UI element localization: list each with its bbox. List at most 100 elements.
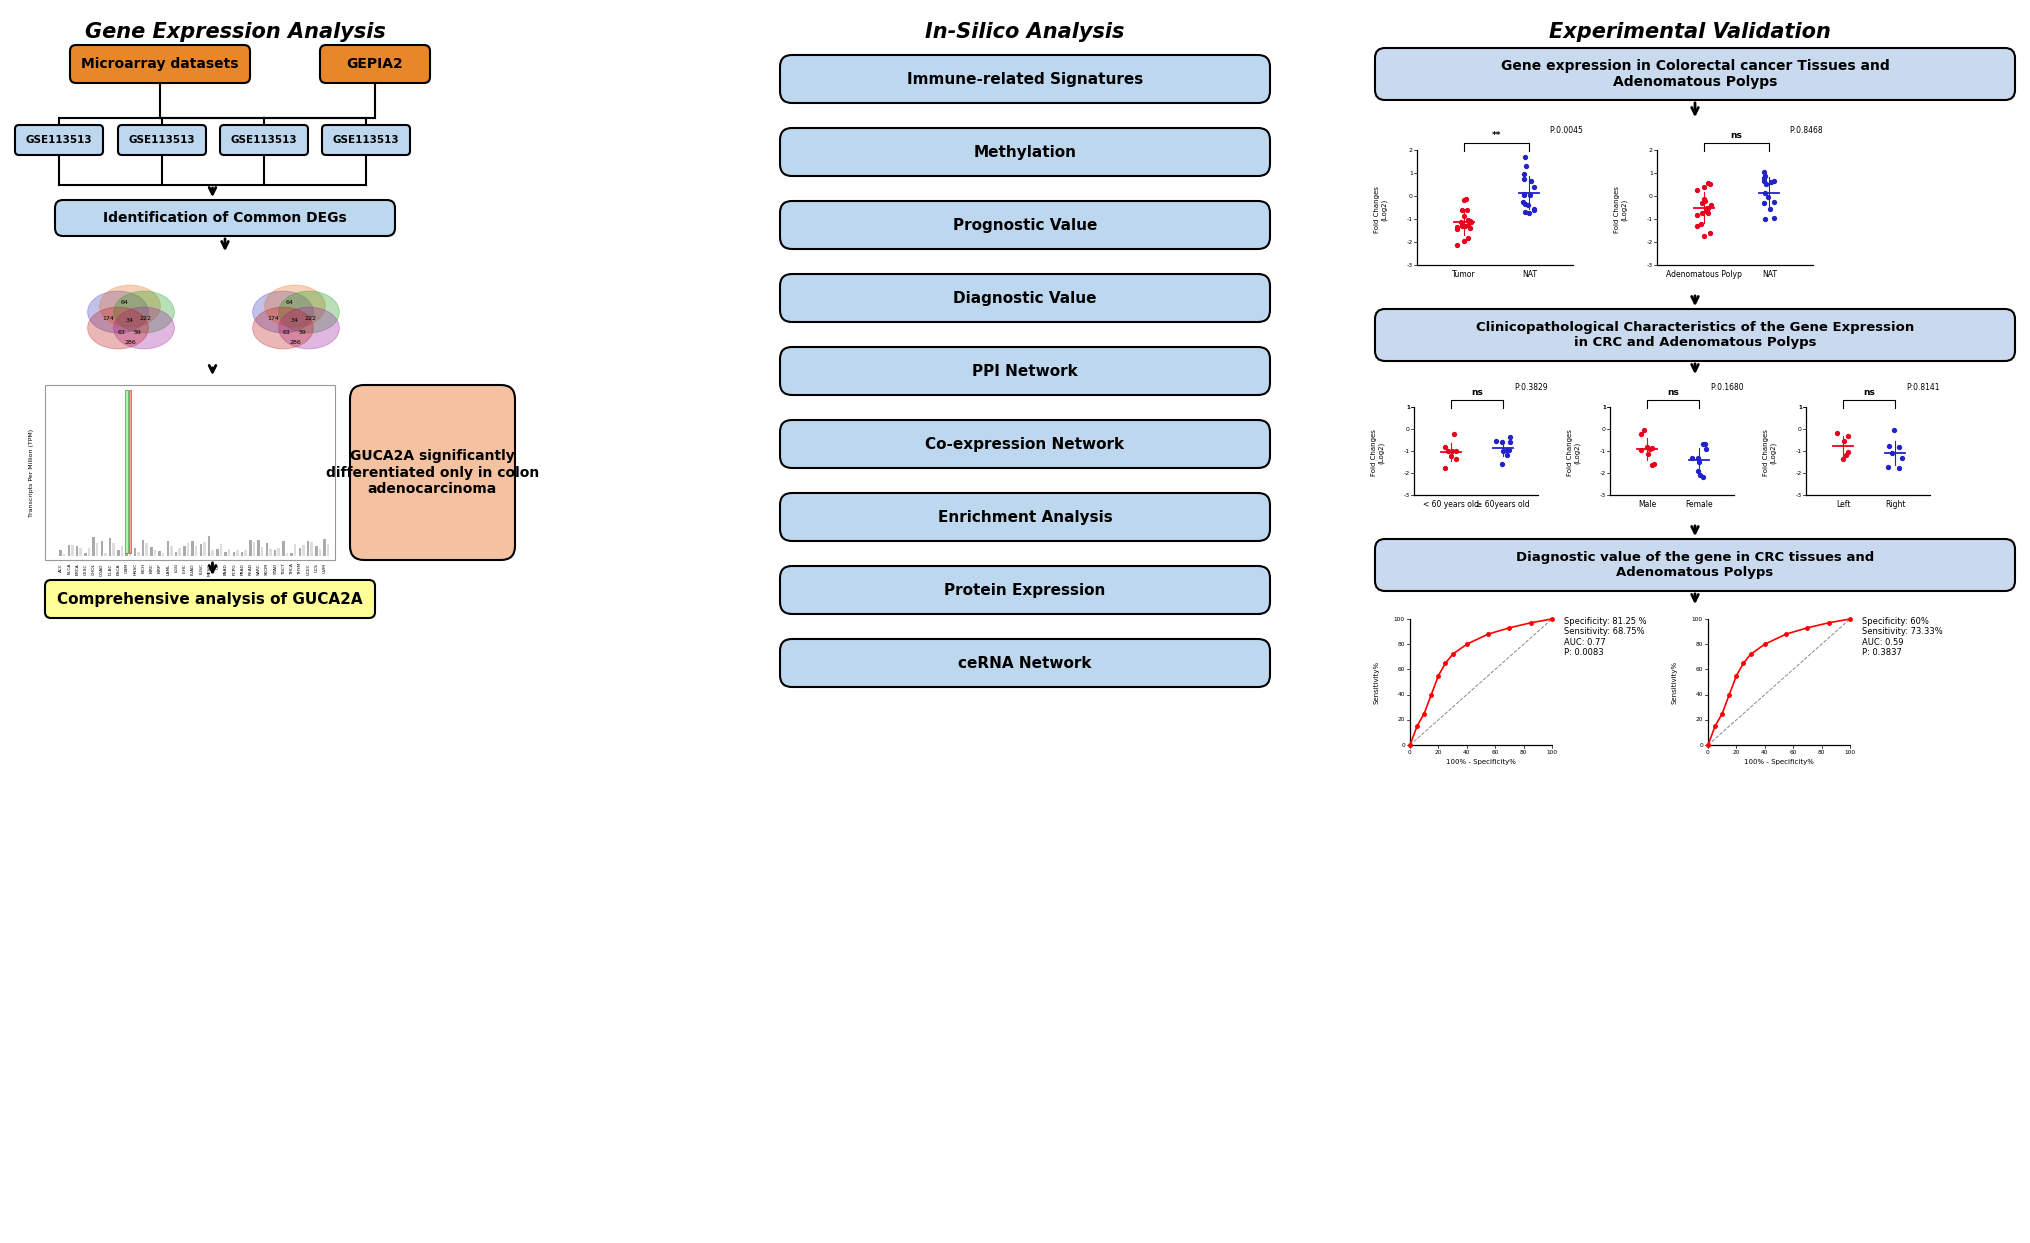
Bar <box>207 536 211 556</box>
Text: GSE113513: GSE113513 <box>231 135 296 145</box>
Text: 80: 80 <box>1695 641 1703 646</box>
Text: 64: 64 <box>122 300 130 305</box>
Text: 40: 40 <box>1397 692 1405 697</box>
Text: COAD: COAD <box>99 563 104 576</box>
Bar <box>179 548 181 556</box>
Bar <box>319 549 321 556</box>
Text: 60: 60 <box>1492 750 1498 755</box>
Text: 34: 34 <box>290 317 298 322</box>
Bar <box>290 553 292 556</box>
Bar <box>95 543 99 556</box>
FancyBboxPatch shape <box>118 126 205 155</box>
FancyBboxPatch shape <box>780 639 1271 687</box>
FancyBboxPatch shape <box>323 126 410 155</box>
Text: GSE113513: GSE113513 <box>128 135 195 145</box>
FancyBboxPatch shape <box>780 566 1271 614</box>
Text: 2: 2 <box>1409 148 1413 153</box>
Bar <box>75 546 79 556</box>
Text: GSE113513: GSE113513 <box>26 135 91 145</box>
Bar <box>199 543 203 556</box>
Text: 0: 0 <box>1699 742 1703 747</box>
Text: Fold Changes
(Log2): Fold Changes (Log2) <box>1614 186 1628 232</box>
Bar <box>134 548 136 556</box>
Text: 64: 64 <box>286 300 294 305</box>
Text: 1: 1 <box>1799 404 1803 409</box>
Text: TGCT: TGCT <box>282 563 286 574</box>
Text: Gene expression in Colorectal cancer Tissues and
Adenomatous Polyps: Gene expression in Colorectal cancer Tis… <box>1500 58 1890 89</box>
Text: Left: Left <box>1835 500 1851 508</box>
Bar <box>278 548 280 556</box>
Text: LUSC: LUSC <box>199 563 203 574</box>
Bar <box>59 549 63 556</box>
Text: 60: 60 <box>1695 667 1703 672</box>
Bar <box>175 552 177 556</box>
Bar <box>183 546 187 556</box>
Text: 0: 0 <box>1705 750 1709 755</box>
Bar <box>130 390 132 553</box>
Text: ESCA: ESCA <box>118 563 120 574</box>
Text: HNSC: HNSC <box>134 563 138 576</box>
Bar <box>112 543 116 556</box>
Bar <box>67 546 71 556</box>
Text: Enrichment Analysis: Enrichment Analysis <box>938 510 1112 525</box>
Bar <box>233 552 235 556</box>
Text: Comprehensive analysis of GUCA2A: Comprehensive analysis of GUCA2A <box>57 592 363 607</box>
Bar <box>227 549 231 556</box>
Bar <box>187 543 189 556</box>
Text: Specificity: 60%
Sensitivity: 73.33%
AUC: 0.59
P: 0.3837: Specificity: 60% Sensitivity: 73.33% AUC… <box>1862 617 1943 658</box>
Text: 1: 1 <box>1602 404 1606 409</box>
Text: UCS: UCS <box>315 563 319 572</box>
FancyBboxPatch shape <box>14 126 104 155</box>
Bar <box>195 546 197 556</box>
Text: 80: 80 <box>1520 750 1527 755</box>
Text: 0: 0 <box>1648 194 1652 199</box>
Text: Tumor: Tumor <box>1451 270 1476 278</box>
Bar <box>93 537 95 556</box>
Text: UVM: UVM <box>323 563 327 573</box>
Text: CHOL: CHOL <box>91 563 95 576</box>
Text: DLBC: DLBC <box>108 563 112 574</box>
Text: PRAD: PRAD <box>240 563 244 574</box>
Text: -2: -2 <box>1600 471 1606 476</box>
Text: -3: -3 <box>1407 262 1413 267</box>
Text: Diagnostic value of the gene in CRC tissues and
Adenomatous Polyps: Diagnostic value of the gene in CRC tiss… <box>1516 551 1874 579</box>
Bar <box>274 551 276 556</box>
Bar <box>118 551 120 556</box>
Text: -1: -1 <box>1797 449 1803 454</box>
Text: 80: 80 <box>1817 750 1825 755</box>
Text: -3: -3 <box>1797 492 1803 497</box>
Bar <box>154 549 156 556</box>
Text: SARC: SARC <box>258 563 262 574</box>
Text: ns: ns <box>1732 131 1742 140</box>
Bar <box>146 543 148 556</box>
Bar <box>302 544 304 556</box>
Text: MESO: MESO <box>207 563 211 576</box>
Text: STAD: STAD <box>274 563 278 574</box>
Text: 174: 174 <box>268 316 278 321</box>
Text: 100: 100 <box>1845 750 1855 755</box>
Ellipse shape <box>252 307 313 349</box>
Text: LAML: LAML <box>166 563 171 574</box>
Text: 1: 1 <box>1409 170 1413 175</box>
Text: -2: -2 <box>1407 240 1413 245</box>
FancyBboxPatch shape <box>45 385 335 561</box>
FancyBboxPatch shape <box>780 273 1271 322</box>
Bar <box>138 552 140 556</box>
Text: 20: 20 <box>1734 750 1740 755</box>
Bar <box>79 548 81 556</box>
Text: -1: -1 <box>1407 216 1413 221</box>
Text: KIRC: KIRC <box>150 563 154 573</box>
Bar <box>219 543 221 556</box>
Text: Sensitivity%: Sensitivity% <box>1673 660 1679 704</box>
Text: 0: 0 <box>1407 426 1411 431</box>
Text: KICH: KICH <box>142 563 146 573</box>
Bar <box>162 553 164 556</box>
Text: Immune-related Signatures: Immune-related Signatures <box>907 72 1143 87</box>
Text: 80: 80 <box>1397 641 1405 646</box>
Text: Fold Changes
(Log2): Fold Changes (Log2) <box>1764 430 1776 476</box>
Text: Diagnostic Value: Diagnostic Value <box>954 291 1096 306</box>
Text: P:0.1680: P:0.1680 <box>1711 383 1744 392</box>
Text: BRCA: BRCA <box>75 563 79 574</box>
Text: 1: 1 <box>1407 404 1411 409</box>
Text: LIHC: LIHC <box>183 563 187 573</box>
